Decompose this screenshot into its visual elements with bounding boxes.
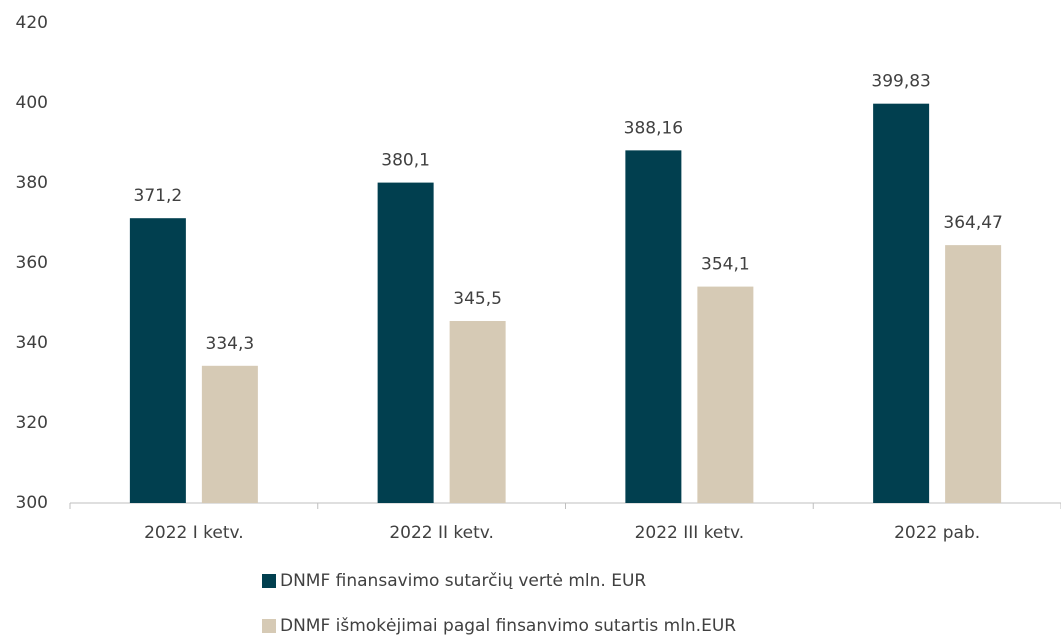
x-tick-label: 2022 I ketv. (144, 523, 244, 543)
y-tick-label: 320 (16, 413, 48, 433)
data-label: 371,2 (134, 186, 183, 206)
y-tick-label: 400 (16, 93, 48, 113)
data-label: 380,1 (381, 151, 430, 171)
bar (873, 103, 930, 504)
data-label: 388,16 (624, 118, 683, 138)
y-tick-label: 340 (16, 333, 48, 353)
legend-swatch (262, 574, 276, 588)
data-label: 345,5 (453, 289, 502, 309)
y-tick-label: 360 (16, 253, 48, 273)
data-label: 364,47 (943, 213, 1002, 233)
legend-swatch (262, 619, 276, 633)
bar (129, 218, 186, 503)
bar (449, 321, 506, 503)
bar (377, 182, 434, 503)
data-label: 399,83 (871, 72, 930, 92)
x-tick-label: 2022 pab. (894, 523, 980, 543)
y-tick-label: 380 (16, 173, 48, 193)
bar (201, 365, 258, 503)
x-tick-label: 2022 III ketv. (635, 523, 745, 543)
data-label: 334,3 (206, 334, 255, 354)
bar (697, 286, 754, 503)
legend-label: DNMF išmokėjimai pagal finsanvimo sutart… (280, 616, 736, 636)
y-tick-label: 300 (16, 493, 48, 513)
y-tick-label: 420 (16, 13, 48, 33)
x-tick-label: 2022 II ketv. (389, 523, 494, 543)
bar (945, 245, 1002, 503)
legend-label: DNMF finansavimo sutarčių vertė mln. EUR (280, 571, 646, 591)
data-label: 354,1 (701, 255, 750, 275)
bar (625, 150, 682, 504)
